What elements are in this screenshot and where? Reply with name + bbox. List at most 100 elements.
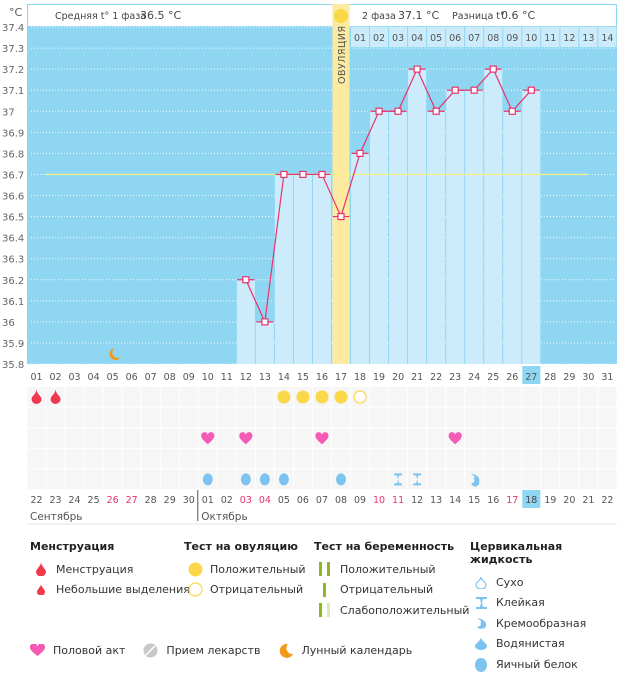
marker-cell	[598, 469, 617, 489]
marker-cell	[312, 448, 331, 469]
phase2-day-cell	[522, 27, 541, 47]
cycle-day-label: 18	[354, 372, 366, 383]
marker-cell	[312, 469, 331, 489]
date-label: 07	[316, 495, 328, 506]
phase2-day-cell	[465, 27, 484, 47]
date-label: 16	[487, 495, 499, 506]
cycle-day-label: 23	[449, 372, 461, 383]
date-label: 28	[145, 495, 157, 506]
cycle-day-label: 04	[88, 372, 100, 383]
marker-cell	[84, 428, 103, 448]
marker-cell	[522, 448, 541, 469]
marker-cell	[293, 428, 312, 448]
temp-bar	[351, 153, 370, 364]
marker-cell	[293, 407, 312, 428]
marker-cell	[179, 407, 198, 428]
legend-menstruation: Менструация Менструация Небольшие выделе…	[30, 540, 190, 600]
marker-cell	[598, 448, 617, 469]
egg-white-icon	[278, 473, 289, 486]
phase2-day-cell	[427, 27, 446, 47]
dry-icon	[470, 576, 492, 589]
date-label: 20	[563, 495, 575, 506]
legend-item: Сухо	[496, 575, 524, 589]
egg-white-icon	[240, 473, 251, 486]
marker-cell	[312, 407, 331, 428]
marker-cell	[389, 407, 408, 428]
date-label: 23	[49, 495, 61, 506]
cycle-day-label: 25	[487, 372, 499, 383]
date-label: 06	[297, 495, 309, 506]
temp-bar	[274, 174, 293, 364]
cycle-day-label: 05	[107, 372, 119, 383]
temp-point	[394, 107, 402, 115]
y-tick-label: 36.5	[2, 213, 24, 224]
marker-cell	[503, 407, 522, 428]
date-label: 02	[221, 495, 233, 506]
marker-cell	[122, 407, 141, 428]
marker-cell	[598, 428, 617, 448]
phase2-day-cell	[389, 27, 408, 47]
phase2-day-cell	[370, 27, 389, 47]
y-tick-label: 36.8	[2, 149, 24, 160]
legend-item: Прием лекарств	[166, 644, 261, 657]
creamy-icon	[470, 473, 480, 487]
y-tick-label: 36.2	[2, 276, 24, 287]
date-label: 21	[582, 495, 594, 506]
sticky-icon	[394, 473, 403, 486]
marker-cell	[522, 428, 541, 448]
cycle-day-label: 13	[259, 372, 271, 383]
marker-cell	[541, 407, 560, 428]
marker-cell	[122, 448, 141, 469]
marker-cell	[84, 407, 103, 428]
marker-cell	[27, 407, 46, 428]
temp-bar	[236, 279, 255, 364]
marker-cell	[331, 448, 351, 469]
ovulation-test-positive-icon	[334, 390, 348, 404]
temp-bar	[427, 111, 446, 364]
marker-cell	[522, 407, 541, 428]
marker-cell	[351, 407, 370, 428]
marker-cell	[293, 448, 312, 469]
date-label: 27	[126, 495, 138, 506]
date-label: 12	[411, 495, 423, 506]
ovulation-test-positive-icon	[277, 390, 291, 404]
y-tick-label: 36.3	[2, 255, 24, 266]
marker-cell	[446, 387, 465, 407]
marker-cell	[370, 387, 389, 407]
marker-cell	[122, 428, 141, 448]
marker-cell	[27, 448, 46, 469]
phase2-day-label: 03	[392, 33, 404, 44]
marker-cell	[351, 448, 370, 469]
blood-drop-icon	[50, 389, 61, 404]
legend-item: Лунный календарь	[301, 644, 413, 657]
marker-cell	[217, 387, 236, 407]
marker-cell	[522, 469, 541, 489]
temp-bar	[503, 111, 522, 364]
marker-cell	[103, 469, 122, 489]
date-label: 30	[183, 495, 195, 506]
marker-cell	[255, 387, 274, 407]
circle-filled-icon	[184, 562, 206, 577]
phase2-day-label: 09	[506, 33, 518, 44]
marker-cell	[560, 387, 579, 407]
legend-item: Яичный белок	[496, 657, 578, 671]
phase2-day-cell	[351, 27, 370, 47]
marker-cell	[446, 469, 465, 489]
egg-white-icon	[259, 473, 270, 486]
cycle-day-label: 21	[411, 372, 423, 383]
cycle-day-label: 31	[601, 372, 613, 383]
temp-point	[280, 170, 288, 179]
temp-point	[451, 86, 459, 94]
marker-cell	[446, 407, 465, 428]
cycle-day-label: 27	[525, 372, 537, 383]
marker-cell	[122, 387, 141, 407]
cycle-day-label: 03	[69, 372, 81, 383]
marker-cell	[179, 469, 198, 489]
phase2-day-label: 01	[354, 33, 366, 44]
marker-cell	[579, 387, 598, 407]
cycle-day-label: 30	[582, 372, 594, 383]
marker-cell	[255, 448, 274, 469]
marker-cell	[236, 407, 255, 428]
phase2-day-label: 07	[468, 33, 480, 44]
marker-cell	[465, 387, 484, 407]
